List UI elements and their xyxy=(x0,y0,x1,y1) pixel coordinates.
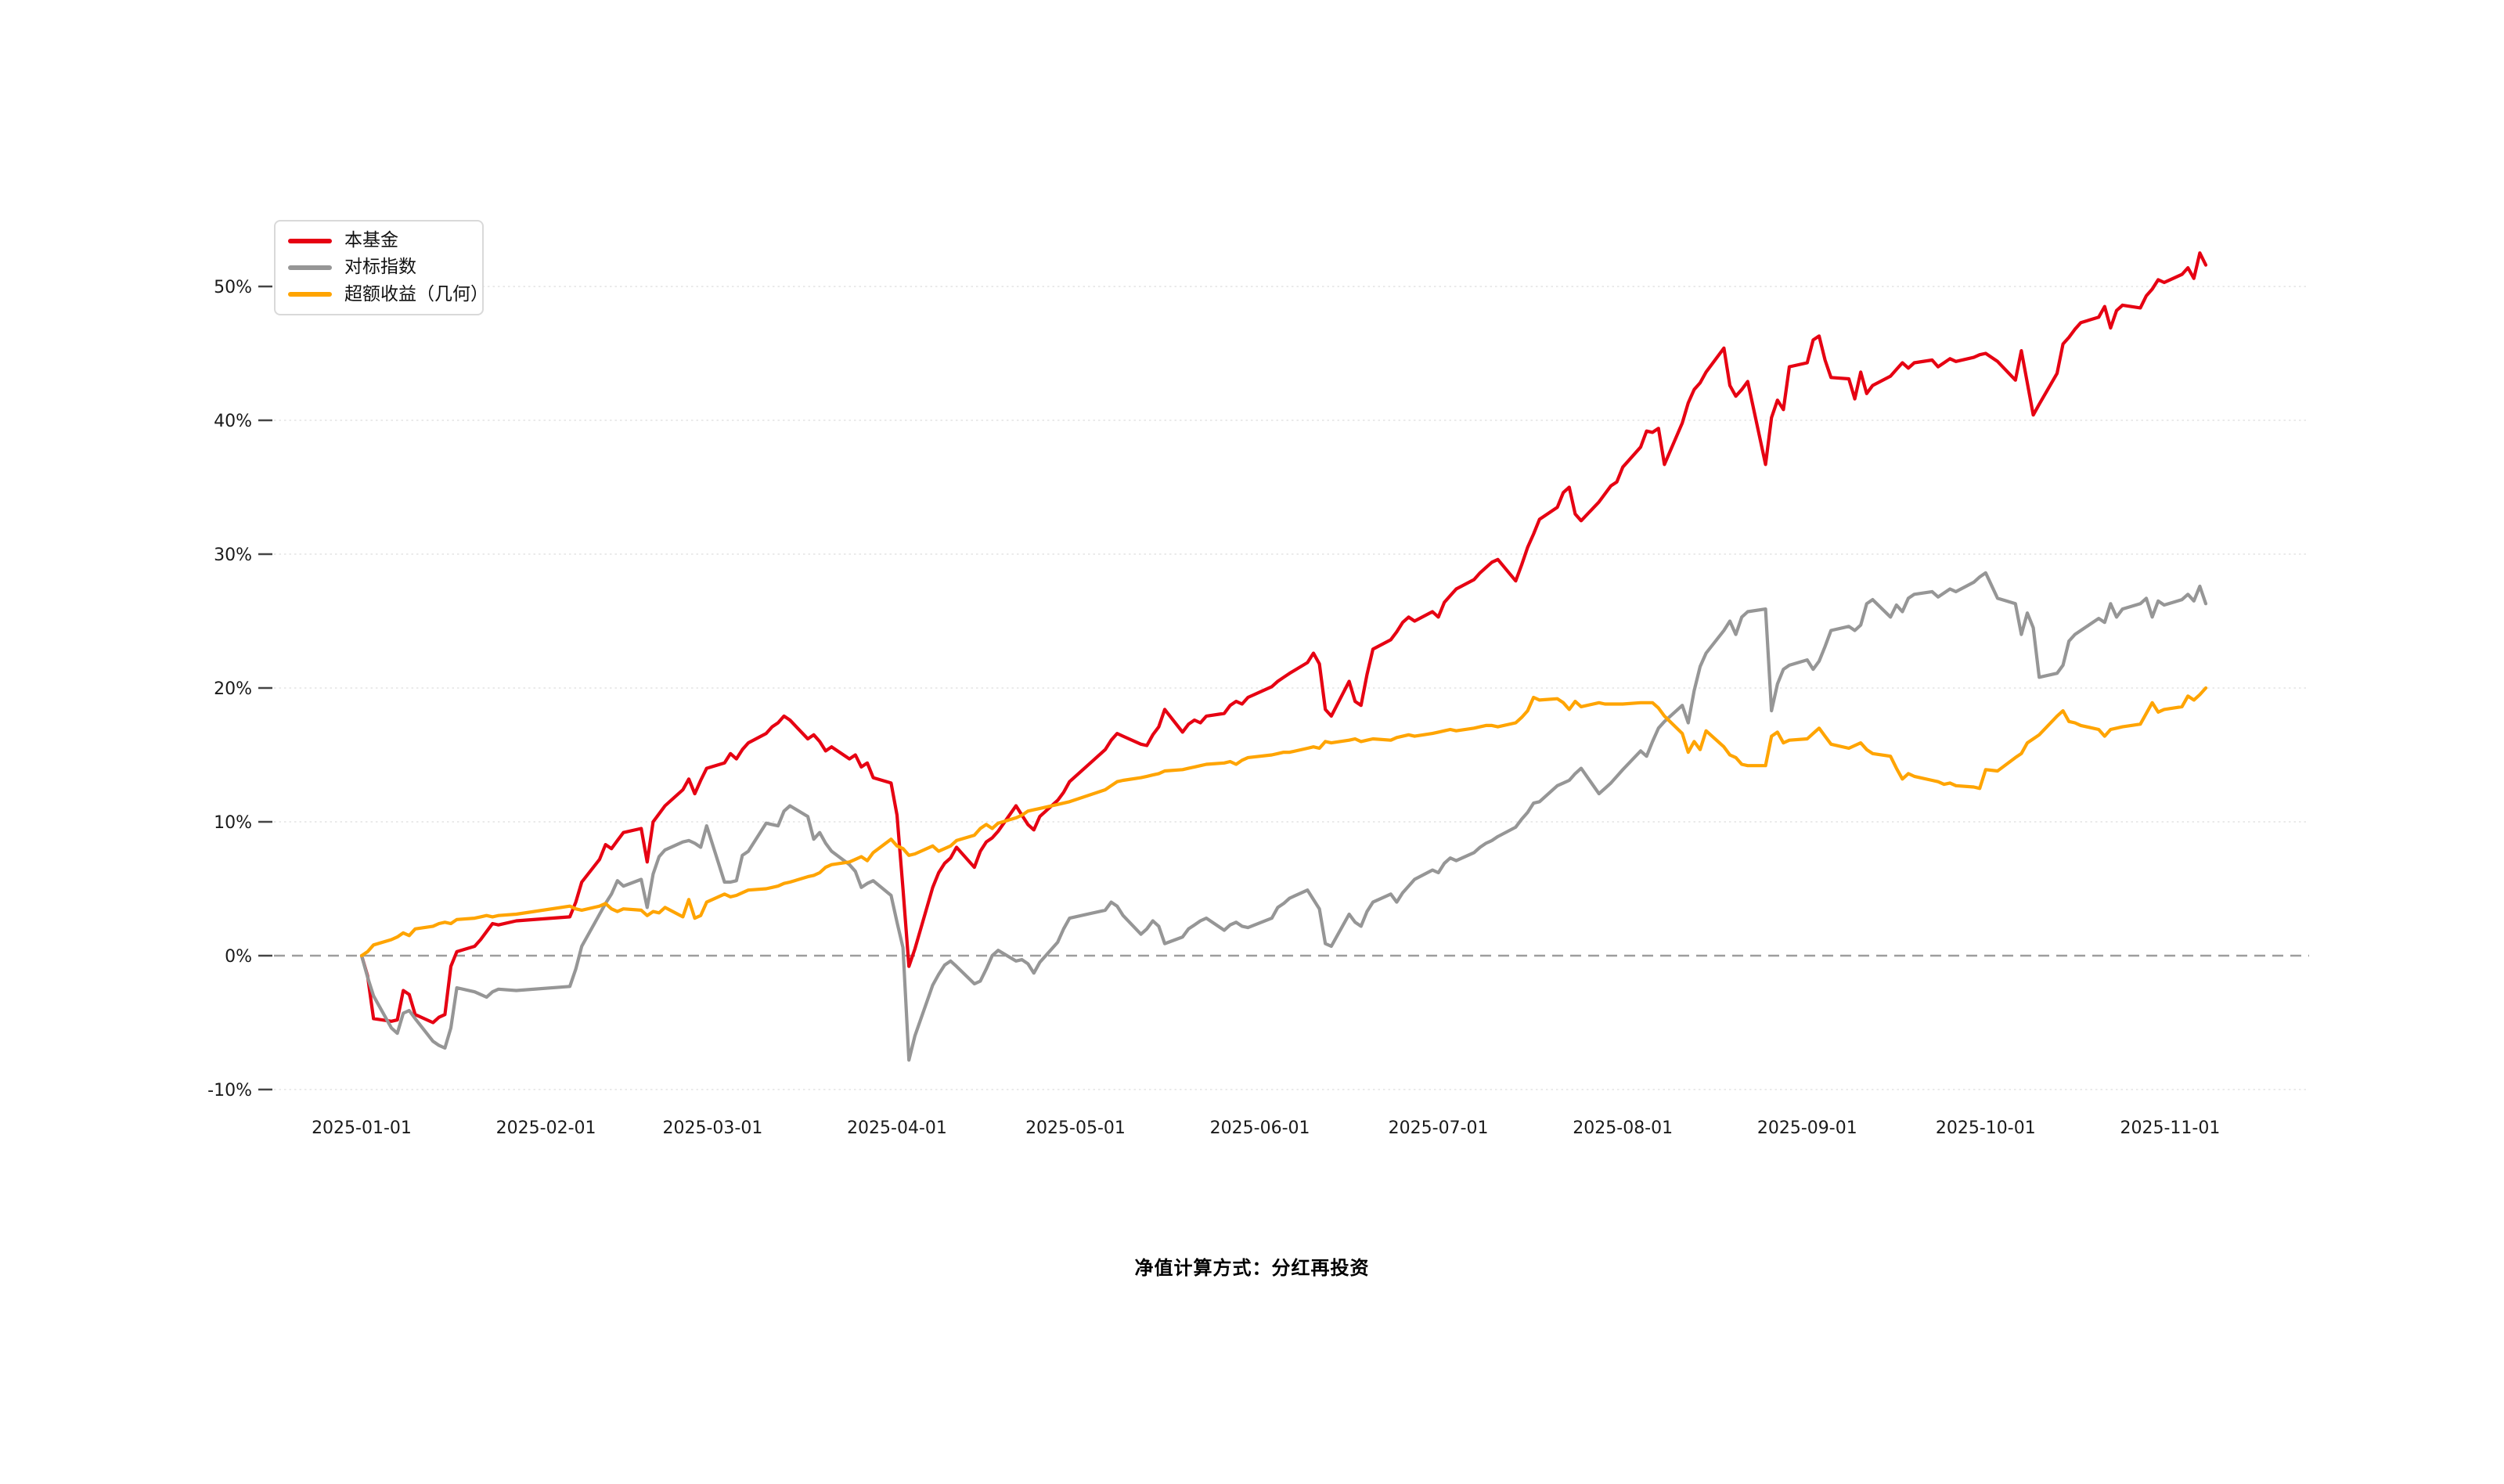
gridlines xyxy=(274,286,2309,1090)
x-axis-label: 2025-02-01 xyxy=(496,1118,596,1138)
excess-return-line-swatch-icon xyxy=(288,292,332,297)
y-axis-label: 40% xyxy=(214,412,252,431)
x-axis-label: 2025-04-01 xyxy=(847,1118,947,1138)
y-axis-labels: 50% 40% 30% 20% 10% 0% -10% xyxy=(207,278,252,1100)
fund-line-swatch-icon xyxy=(288,238,332,243)
y-axis-label: 50% xyxy=(214,278,252,297)
series-line-benchmark xyxy=(359,571,2208,1062)
benchmark-line-swatch-icon xyxy=(288,265,332,270)
legend: 本基金 对标指数 超额收益（几何） xyxy=(274,220,488,315)
legend-label-benchmark: 对标指数 xyxy=(344,257,416,278)
nav-calculation-note: 净值计算方式：分红再投资 xyxy=(1134,1257,1370,1279)
x-axis-label: 2025-10-01 xyxy=(1936,1118,2036,1138)
legend-item-benchmark[interactable]: 对标指数 xyxy=(288,257,468,278)
x-axis-label: 2025-03-01 xyxy=(662,1118,762,1138)
x-axis-label: 2025-01-01 xyxy=(312,1118,412,1138)
x-axis-label: 2025-07-01 xyxy=(1389,1118,1489,1138)
series-line-fund xyxy=(359,251,2208,1025)
data-series-lines xyxy=(359,251,2208,1062)
legend-item-excess-return[interactable]: 超额收益（几何） xyxy=(288,284,488,304)
x-axis-label: 2025-05-01 xyxy=(1025,1118,1126,1138)
y-axis-label: 30% xyxy=(214,546,252,565)
y-axis-label: 20% xyxy=(214,679,252,699)
series-line-excess-return xyxy=(359,686,2208,958)
y-axis-label: 0% xyxy=(225,947,252,967)
y-axis-label: -10% xyxy=(207,1081,252,1100)
legend-label-fund: 本基金 xyxy=(344,230,398,250)
legend-label-excess-return: 超额收益（几何） xyxy=(344,283,488,304)
legend-item-fund[interactable]: 本基金 xyxy=(288,230,468,250)
x-axis-label: 2025-08-01 xyxy=(1573,1118,1673,1138)
y-axis-label: 10% xyxy=(214,813,252,833)
x-axis-labels: 2025-01-01 2025-02-01 2025-03-01 2025-04-01… xyxy=(312,1118,2220,1138)
y-axis-tick-marks xyxy=(258,285,272,1091)
x-axis-label: 2025-11-01 xyxy=(2120,1118,2220,1138)
x-axis-label: 2025-09-01 xyxy=(1757,1118,1857,1138)
x-axis-label: 2025-06-01 xyxy=(1210,1118,1310,1138)
